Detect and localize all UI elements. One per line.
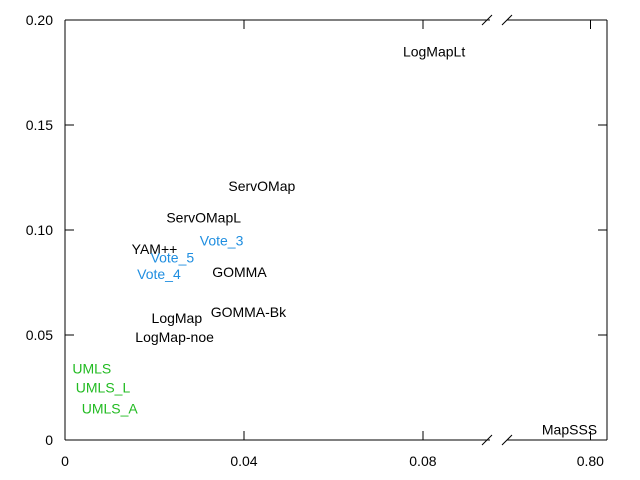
x-tick-label: 0.80 <box>577 453 604 469</box>
point-label: MapSSS <box>542 422 597 438</box>
point-label: GOMMA <box>212 264 267 280</box>
plot-frame <box>64 14 608 446</box>
point-label: Vote_4 <box>137 266 181 282</box>
point-label: YAM++ <box>132 241 178 257</box>
point-label: LogMapLt <box>403 44 465 60</box>
point-label: ServOMapL <box>166 209 241 225</box>
y-tick-label: 0.10 <box>26 222 53 238</box>
point-label: UMLS <box>72 361 111 377</box>
axis-break-bottom-right <box>501 434 513 446</box>
point-label: Vote_5 <box>151 249 195 265</box>
y-tick-label: 0.20 <box>26 12 53 28</box>
axis-break-bottom-left <box>481 434 493 446</box>
y-tick-label: 0.05 <box>26 327 53 343</box>
point-label: GOMMA-Bk <box>211 304 287 320</box>
y-tick-label: 0.15 <box>26 117 53 133</box>
point-label: Vote_3 <box>200 233 244 249</box>
point-label: LogMap-noe <box>135 329 214 345</box>
point-label: LogMap <box>152 310 203 326</box>
x-tick-label: 0.04 <box>230 453 257 469</box>
x-tick-label: 0.08 <box>409 453 436 469</box>
point-label: UMLS_L <box>76 380 131 396</box>
point-label: UMLS_A <box>82 401 139 417</box>
x-tick-label: 0 <box>61 453 69 469</box>
axis-break-top-right <box>501 14 513 26</box>
data-points: LogMapLt ServOMap ServOMapL YAM++ Vote_3 Vote… <box>72 44 597 438</box>
y-tick-label: 0 <box>45 432 53 448</box>
axis-break-top-left <box>481 14 493 26</box>
axis-ticks: 0 0.05 0.10 0.15 0.20 0 0.04 0.08 0.80 <box>26 12 607 469</box>
point-label: ServOMap <box>228 178 295 194</box>
